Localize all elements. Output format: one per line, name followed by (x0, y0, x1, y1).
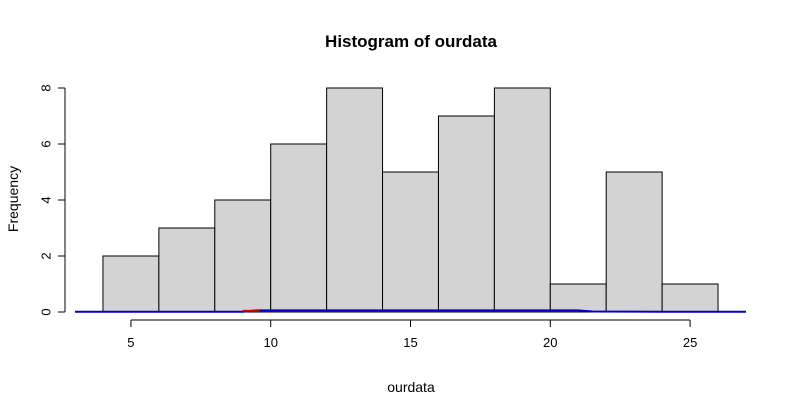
y-axis-label: Frequency (5, 166, 21, 232)
histogram-bar (214, 199, 272, 313)
y-axis: 0 2 4 6 8 (38, 84, 66, 316)
y-tick-label: 8 (38, 84, 53, 91)
y-tick-label: 0 (38, 308, 53, 315)
histogram-bar (605, 171, 663, 313)
x-axis-label: ourdata (387, 379, 435, 395)
histogram-bar (326, 87, 384, 313)
y-tick-label: 2 (38, 252, 53, 259)
histogram-bar (270, 143, 328, 313)
y-tick-label: 4 (38, 196, 53, 203)
x-tick-label: 15 (403, 335, 417, 350)
histogram-bars (102, 87, 719, 313)
density-curves (75, 309, 746, 313)
x-tick-label: 5 (127, 335, 134, 350)
histogram-bar (158, 227, 216, 313)
x-axis: 5 10 15 20 25 (127, 319, 697, 350)
density-curve (75, 309, 746, 313)
histogram-bar (493, 87, 551, 313)
histogram-bar (382, 171, 439, 313)
histogram-bar (437, 115, 495, 313)
x-tick-label: 25 (683, 335, 697, 350)
y-tick-label: 6 (38, 140, 53, 147)
chart-title: Histogram of ourdata (325, 32, 497, 51)
histogram-bar (549, 283, 607, 313)
histogram-bar (102, 255, 160, 313)
histogram-bar (661, 283, 719, 313)
x-tick-label: 20 (543, 335, 557, 350)
x-tick-label: 10 (263, 335, 277, 350)
